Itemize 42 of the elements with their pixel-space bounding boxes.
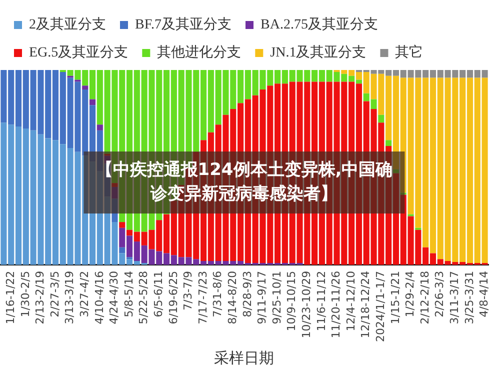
legend-label: JN.1及其亚分支: [270, 44, 366, 61]
legend-label: 其它: [395, 44, 424, 61]
x-tick-label: 12/18-12/24: [359, 270, 372, 338]
x-tick-label: 2/12-2/18: [418, 270, 432, 324]
legend-label: BA.2.75及其亚分支: [260, 16, 378, 33]
x-tick-label: 8/14-8/20: [226, 270, 239, 324]
x-tick-label: 8/28-9/3: [240, 270, 254, 318]
x-tick-label: 1/15-1/21: [388, 270, 402, 324]
x-tick-label: 2024/1/1-1/7: [374, 270, 388, 342]
x-tick-label: 6/19-6/25: [166, 270, 180, 324]
legend-label: EG.5及其亚分支: [29, 44, 128, 61]
x-tick-label: 4/8-4/14: [478, 270, 491, 318]
x-tick-label: 4/24-4/30: [108, 270, 121, 324]
x-tick-label: 4/10-4/16: [92, 270, 106, 324]
x-tick-label: 9/11-9/17: [256, 270, 269, 324]
x-tick-label: 7/3-7/9: [182, 270, 195, 310]
x-tick-label: 3/27-4/2: [78, 270, 91, 318]
x-tick-label: 6/5-6/11: [152, 270, 165, 318]
x-tick-label: 7/17-7/23: [196, 270, 210, 324]
x-tick-label: 5/22-5/28: [137, 270, 150, 324]
x-tick-label: 9/25-10/1: [270, 270, 284, 324]
x-tick-label: 3/11-3/17: [448, 270, 462, 324]
x-tick-label: 2/26-3/3: [433, 270, 446, 318]
x-tick-label: 2/27-3/5: [48, 270, 62, 318]
x-tick-label: 11/20-11/26: [330, 270, 343, 338]
x-tick-label: 3/25-3/31: [462, 270, 476, 324]
x-tick-label: 11/6-11/12: [314, 270, 328, 332]
x-tick-label: 10/23-10/29: [300, 270, 314, 338]
legend-label: 其他进化分支: [157, 44, 242, 61]
legend-label: 2及其亚分支: [29, 16, 106, 33]
x-axis-title: 采样日期: [214, 350, 274, 367]
x-tick-label: 1/30-2/5: [18, 270, 32, 318]
x-tick-label: 1/29-2/4: [404, 270, 417, 318]
legend-label: BF.7及其亚分支: [135, 16, 232, 33]
x-tick-label: 10/9-10/15: [285, 270, 298, 332]
x-tick-label: 1/16-1/22: [4, 270, 17, 324]
x-tick-label: 3/13-3/19: [63, 270, 76, 324]
x-tick-label: 2/13-2/19: [34, 270, 47, 324]
x-tick-label: 5/8-5/14: [122, 270, 136, 318]
x-tick-label: 7/31-8/6: [211, 270, 224, 318]
annotation: 【中疾控通报124例本土变异株,中国确诊变异新冠病毒感染者】: [96, 160, 393, 204]
x-tick-label: 12/4-12/10: [344, 270, 358, 332]
